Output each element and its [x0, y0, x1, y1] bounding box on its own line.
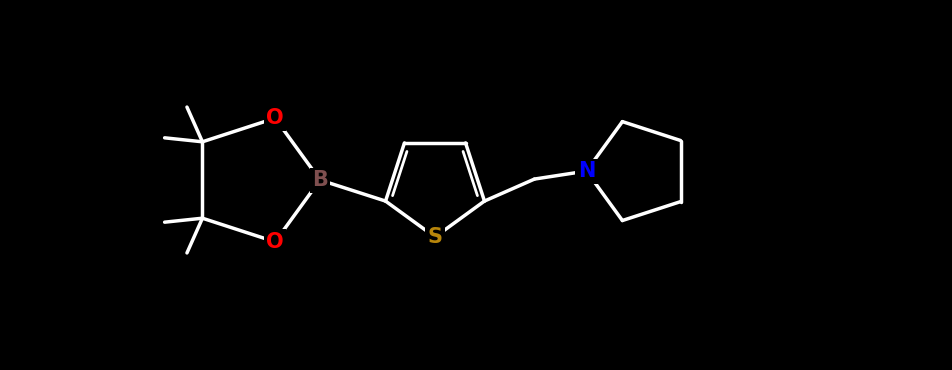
- Text: O: O: [266, 232, 284, 252]
- Text: B: B: [311, 170, 327, 190]
- Text: N: N: [577, 161, 594, 181]
- Text: S: S: [427, 227, 442, 247]
- Text: O: O: [266, 108, 284, 128]
